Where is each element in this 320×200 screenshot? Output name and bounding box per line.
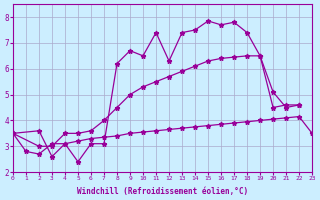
X-axis label: Windchill (Refroidissement éolien,°C): Windchill (Refroidissement éolien,°C) — [77, 187, 248, 196]
